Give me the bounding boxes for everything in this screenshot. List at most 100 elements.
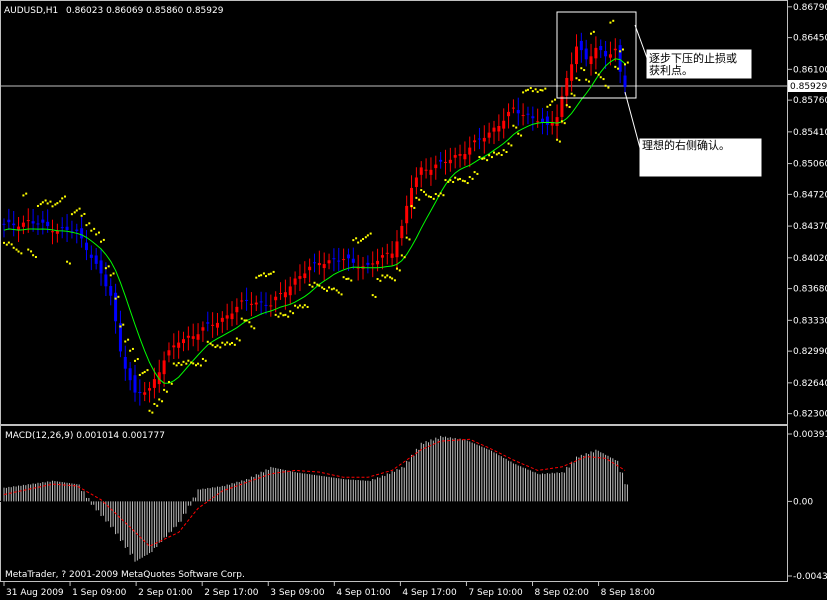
sar-dot <box>599 76 602 79</box>
sar-dot <box>502 149 505 152</box>
candle-body <box>51 231 55 233</box>
sar-dot <box>526 88 529 91</box>
sar-dot <box>517 132 520 135</box>
sar-dot <box>374 295 377 298</box>
sar-dot <box>66 260 69 263</box>
sar-dot <box>359 239 362 242</box>
candle-body <box>385 252 389 254</box>
candlestick-series <box>2 32 627 406</box>
sar-dot <box>231 341 234 344</box>
sar-dot <box>292 312 295 315</box>
candle-body <box>225 315 229 319</box>
sar-dot <box>437 194 440 197</box>
sar-dot <box>478 156 481 159</box>
candle-body <box>269 305 273 307</box>
candle-body <box>599 46 603 51</box>
price-tick-label: 0.82990 <box>793 347 827 357</box>
sar-dot <box>539 89 542 92</box>
price-tick-label: 0.85410 <box>793 128 827 138</box>
candle-body <box>46 221 50 227</box>
time-tick-label: 8 Sep 18:00 <box>601 588 656 598</box>
sar-dot <box>444 179 447 182</box>
candle-body <box>366 262 370 265</box>
candle-body <box>550 121 554 126</box>
candle-body <box>390 253 394 258</box>
price-tick-label: 0.85760 <box>793 96 827 106</box>
sar-dot <box>34 256 37 259</box>
sar-dot <box>459 177 462 180</box>
sar-dot <box>454 176 457 179</box>
sar-dot <box>124 340 127 343</box>
sar-dot <box>347 277 350 280</box>
candle-body <box>332 258 336 260</box>
sar-dot <box>32 254 35 257</box>
time-tick-label: 3 Sep 09:00 <box>270 588 325 598</box>
sar-dot <box>148 409 151 412</box>
candle-body <box>84 242 88 251</box>
sar-dot <box>321 286 324 289</box>
sar-dot <box>129 349 132 352</box>
sar-dot <box>88 222 91 225</box>
sar-dot <box>617 67 620 70</box>
candle-body <box>65 226 69 230</box>
sar-dot <box>85 224 88 227</box>
candle-body <box>313 262 316 264</box>
sar-dot <box>289 310 292 313</box>
sar-dot <box>44 199 47 202</box>
annotation-note-2-text: 理想的右侧确认。 <box>642 138 730 152</box>
sar-dot <box>500 153 503 156</box>
sar-dot <box>22 194 25 197</box>
sar-dot <box>112 272 115 275</box>
sar-dot <box>434 193 437 196</box>
sar-dot <box>216 344 219 347</box>
candle-body <box>249 303 253 305</box>
sar-dot <box>570 92 573 95</box>
time-tick-label: 8 Sep 02:00 <box>535 588 590 598</box>
annotation-note-1-line1: 逐步下压的止损或 <box>649 51 737 65</box>
sar-dot <box>177 361 180 364</box>
sar-dot <box>172 362 175 365</box>
candle-body <box>405 205 409 224</box>
candle-body <box>80 228 84 239</box>
sar-dot <box>366 234 369 237</box>
sar-dot <box>536 90 539 93</box>
candle-body <box>594 47 598 59</box>
candle-body <box>26 220 30 222</box>
annotation-note-1-line2: 获利点。 <box>649 64 693 77</box>
candle-body <box>12 223 16 226</box>
candle-body <box>414 177 418 187</box>
candle-body <box>279 293 283 295</box>
sar-dot <box>136 358 139 361</box>
sar-dot <box>274 313 277 316</box>
price-tick-label: 0.82300 <box>793 410 827 420</box>
sar-dot <box>143 370 146 373</box>
candle-body <box>516 109 520 114</box>
time-tick-label: 4 Sep 01:00 <box>336 588 391 598</box>
candle-body <box>128 368 132 381</box>
sar-dot <box>429 196 432 199</box>
candle-body <box>162 360 166 375</box>
sar-dot <box>624 63 626 66</box>
sar-dot <box>245 319 248 322</box>
sar-dot <box>529 87 532 90</box>
candle-body <box>118 323 122 352</box>
candle-body <box>541 118 545 123</box>
candle-body <box>182 339 186 344</box>
sar-dot <box>12 246 15 249</box>
sar-dot <box>153 402 156 405</box>
sar-dot <box>240 317 243 320</box>
sar-dot <box>476 172 479 175</box>
sar-dot <box>15 248 18 251</box>
sar-dot <box>209 342 212 345</box>
time-tick-label: 2 Sep 17:00 <box>204 588 259 598</box>
candle-body <box>584 48 588 60</box>
sar-dot <box>127 338 130 341</box>
sar-dot <box>410 205 413 208</box>
current-price-value: 0.85929 <box>790 82 827 92</box>
sar-dot <box>267 273 270 276</box>
price-tick-label: 0.84370 <box>793 222 827 232</box>
candle-body <box>152 379 156 388</box>
time-axis: 31 Aug 2009 1 Sep 09:00 2 Sep 01:00 2 Sep 1… <box>3 582 656 598</box>
